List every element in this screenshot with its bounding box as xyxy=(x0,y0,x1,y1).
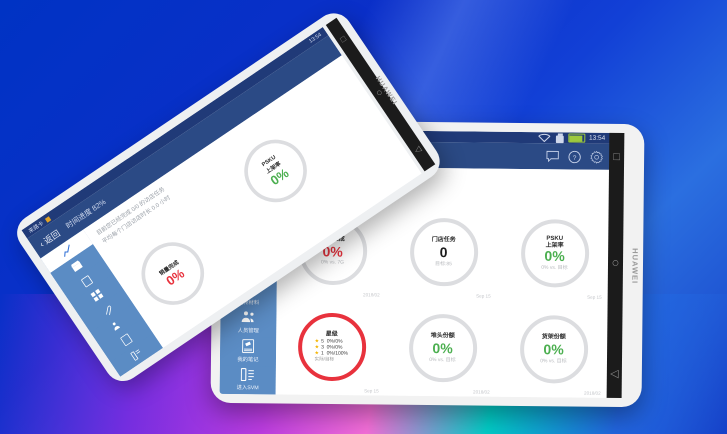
svg-text:?: ? xyxy=(573,154,577,161)
